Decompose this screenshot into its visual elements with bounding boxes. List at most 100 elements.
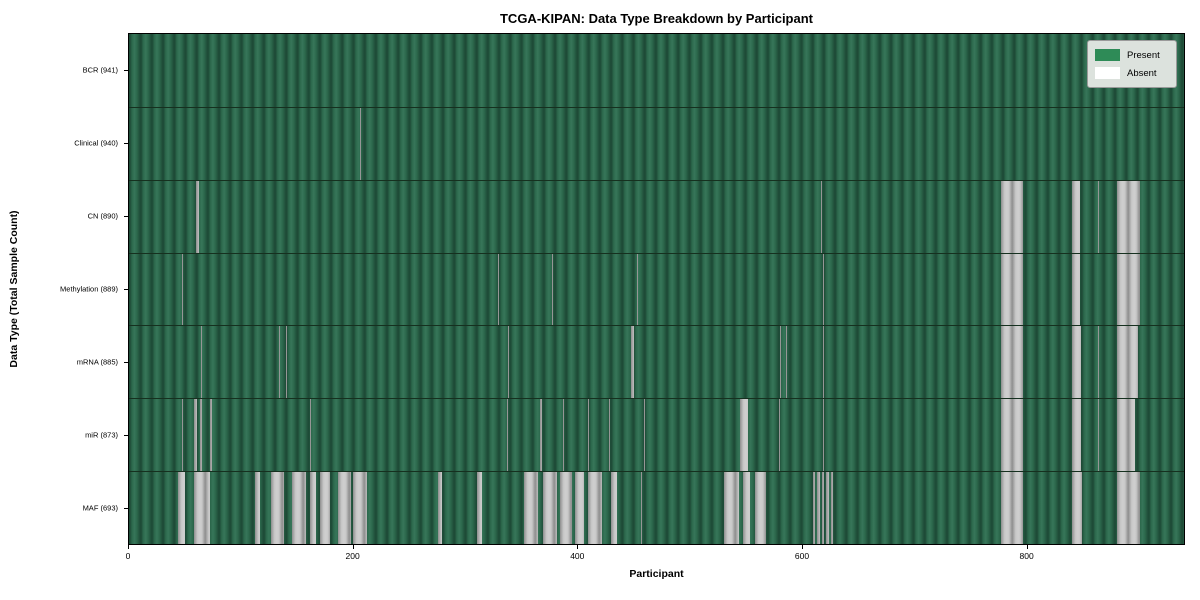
absent-stripe xyxy=(1116,399,1135,472)
absent-stripe xyxy=(1071,472,1082,544)
absent-stripe xyxy=(209,399,212,472)
absent-stripe xyxy=(438,472,442,544)
absent-stripe xyxy=(1001,180,1023,253)
y-tick-label: MAF (693) xyxy=(82,503,118,513)
absent-stripe xyxy=(821,472,825,544)
absent-stripe xyxy=(476,472,483,544)
x-tick-mark xyxy=(577,545,579,549)
absent-stripe xyxy=(285,326,288,399)
y-tick-label: BCR (941) xyxy=(82,65,118,75)
absent-stripe xyxy=(817,472,820,544)
legend-swatch-present xyxy=(1095,49,1120,61)
absent-stripe xyxy=(254,472,261,544)
absent-stripe xyxy=(559,472,572,544)
absent-stripe xyxy=(611,472,617,544)
absent-stripe xyxy=(309,399,311,472)
absent-stripe xyxy=(181,399,183,472)
heatmap-row-cn xyxy=(129,179,1184,253)
heatmap-row-maf xyxy=(129,471,1184,544)
absent-stripe xyxy=(279,326,281,399)
absent-stripe xyxy=(1001,253,1023,326)
absent-stripe xyxy=(291,472,307,544)
absent-stripe xyxy=(542,472,558,544)
absent-stripe xyxy=(1071,253,1080,326)
absent-stripe xyxy=(1071,326,1081,399)
absent-stripe xyxy=(779,399,781,472)
y-tick-mark xyxy=(124,142,128,144)
absent-stripe xyxy=(359,107,362,180)
absent-stripe xyxy=(780,326,782,399)
x-tick-label: 800 xyxy=(1019,551,1034,561)
y-tick-label: mRNA (885) xyxy=(76,357,118,367)
x-tick-mark xyxy=(1026,545,1028,549)
absent-stripe xyxy=(196,180,199,253)
absent-stripe xyxy=(754,472,766,544)
absent-stripe xyxy=(822,399,825,472)
x-tick-label: 400 xyxy=(570,551,585,561)
x-tick-mark xyxy=(352,545,354,549)
absent-stripe xyxy=(608,399,610,472)
y-tick-label: miR (873) xyxy=(85,430,118,440)
absent-stripe xyxy=(271,472,284,544)
absent-stripe xyxy=(1097,399,1099,472)
absent-stripe xyxy=(337,472,351,544)
absent-stripe xyxy=(523,472,539,544)
absent-stripe xyxy=(540,399,542,472)
x-axis-title: Participant xyxy=(629,568,684,580)
absent-stripe xyxy=(1071,180,1080,253)
absent-stripe xyxy=(587,399,589,472)
absent-stripe xyxy=(178,472,186,544)
absent-stripe xyxy=(181,253,183,326)
x-tick-label: 200 xyxy=(345,551,360,561)
y-tick-mark xyxy=(124,289,128,290)
absent-stripe xyxy=(1116,180,1141,253)
y-tick-label: CN (890) xyxy=(87,211,118,221)
chart-title: TCGA-KIPAN: Data Type Breakdown by Parti… xyxy=(499,11,813,26)
absent-stripe xyxy=(562,399,564,472)
absent-stripe xyxy=(1097,180,1099,253)
x-tick-label: 0 xyxy=(125,551,131,561)
legend-swatch-absent xyxy=(1095,67,1120,79)
absent-stripe xyxy=(641,472,643,544)
absent-stripe xyxy=(194,472,210,544)
absent-stripe xyxy=(199,399,202,472)
absent-stripe xyxy=(551,253,553,326)
x-axis: 0 200 400 600 800 xyxy=(125,545,1185,575)
absent-stripe xyxy=(812,472,816,544)
heatmap-row-methylation xyxy=(129,252,1184,326)
y-tick-mark xyxy=(124,435,128,437)
absent-stripe xyxy=(1001,399,1023,472)
y-tick-label: Methylation (889) xyxy=(60,284,118,294)
absent-stripe xyxy=(507,326,510,399)
heatmap-row-mrna xyxy=(129,325,1184,399)
absent-stripe xyxy=(1001,326,1023,399)
absent-stripe xyxy=(1001,472,1023,544)
y-tick-mark xyxy=(124,69,128,71)
absent-stripe xyxy=(643,399,645,472)
legend-item-present: Present xyxy=(1095,46,1168,64)
absent-stripe xyxy=(631,326,634,399)
absent-stripe xyxy=(820,180,822,253)
absent-stripe xyxy=(826,472,829,544)
absent-stripe xyxy=(724,472,739,544)
absent-stripe xyxy=(309,472,317,544)
absent-stripe xyxy=(1116,253,1141,326)
y-tick-mark xyxy=(124,508,128,510)
heatmap-row-bcr xyxy=(129,34,1184,107)
absent-stripe xyxy=(353,472,367,544)
y-tick-mark xyxy=(124,362,128,364)
heatmap-row-mir xyxy=(129,398,1184,472)
legend: Present Absent xyxy=(1087,40,1177,88)
heatmap xyxy=(128,33,1185,545)
absent-stripe xyxy=(1116,472,1141,544)
x-tick-label: 600 xyxy=(794,551,810,561)
absent-stripe xyxy=(743,472,751,544)
absent-stripe xyxy=(575,472,585,544)
absent-stripe xyxy=(822,326,825,399)
absent-stripe xyxy=(1071,399,1081,472)
absent-stripe xyxy=(319,472,330,544)
absent-stripe xyxy=(822,253,825,326)
absent-stripe xyxy=(497,253,499,326)
legend-label: Present xyxy=(1127,49,1160,61)
legend-label: Absent xyxy=(1127,67,1157,79)
